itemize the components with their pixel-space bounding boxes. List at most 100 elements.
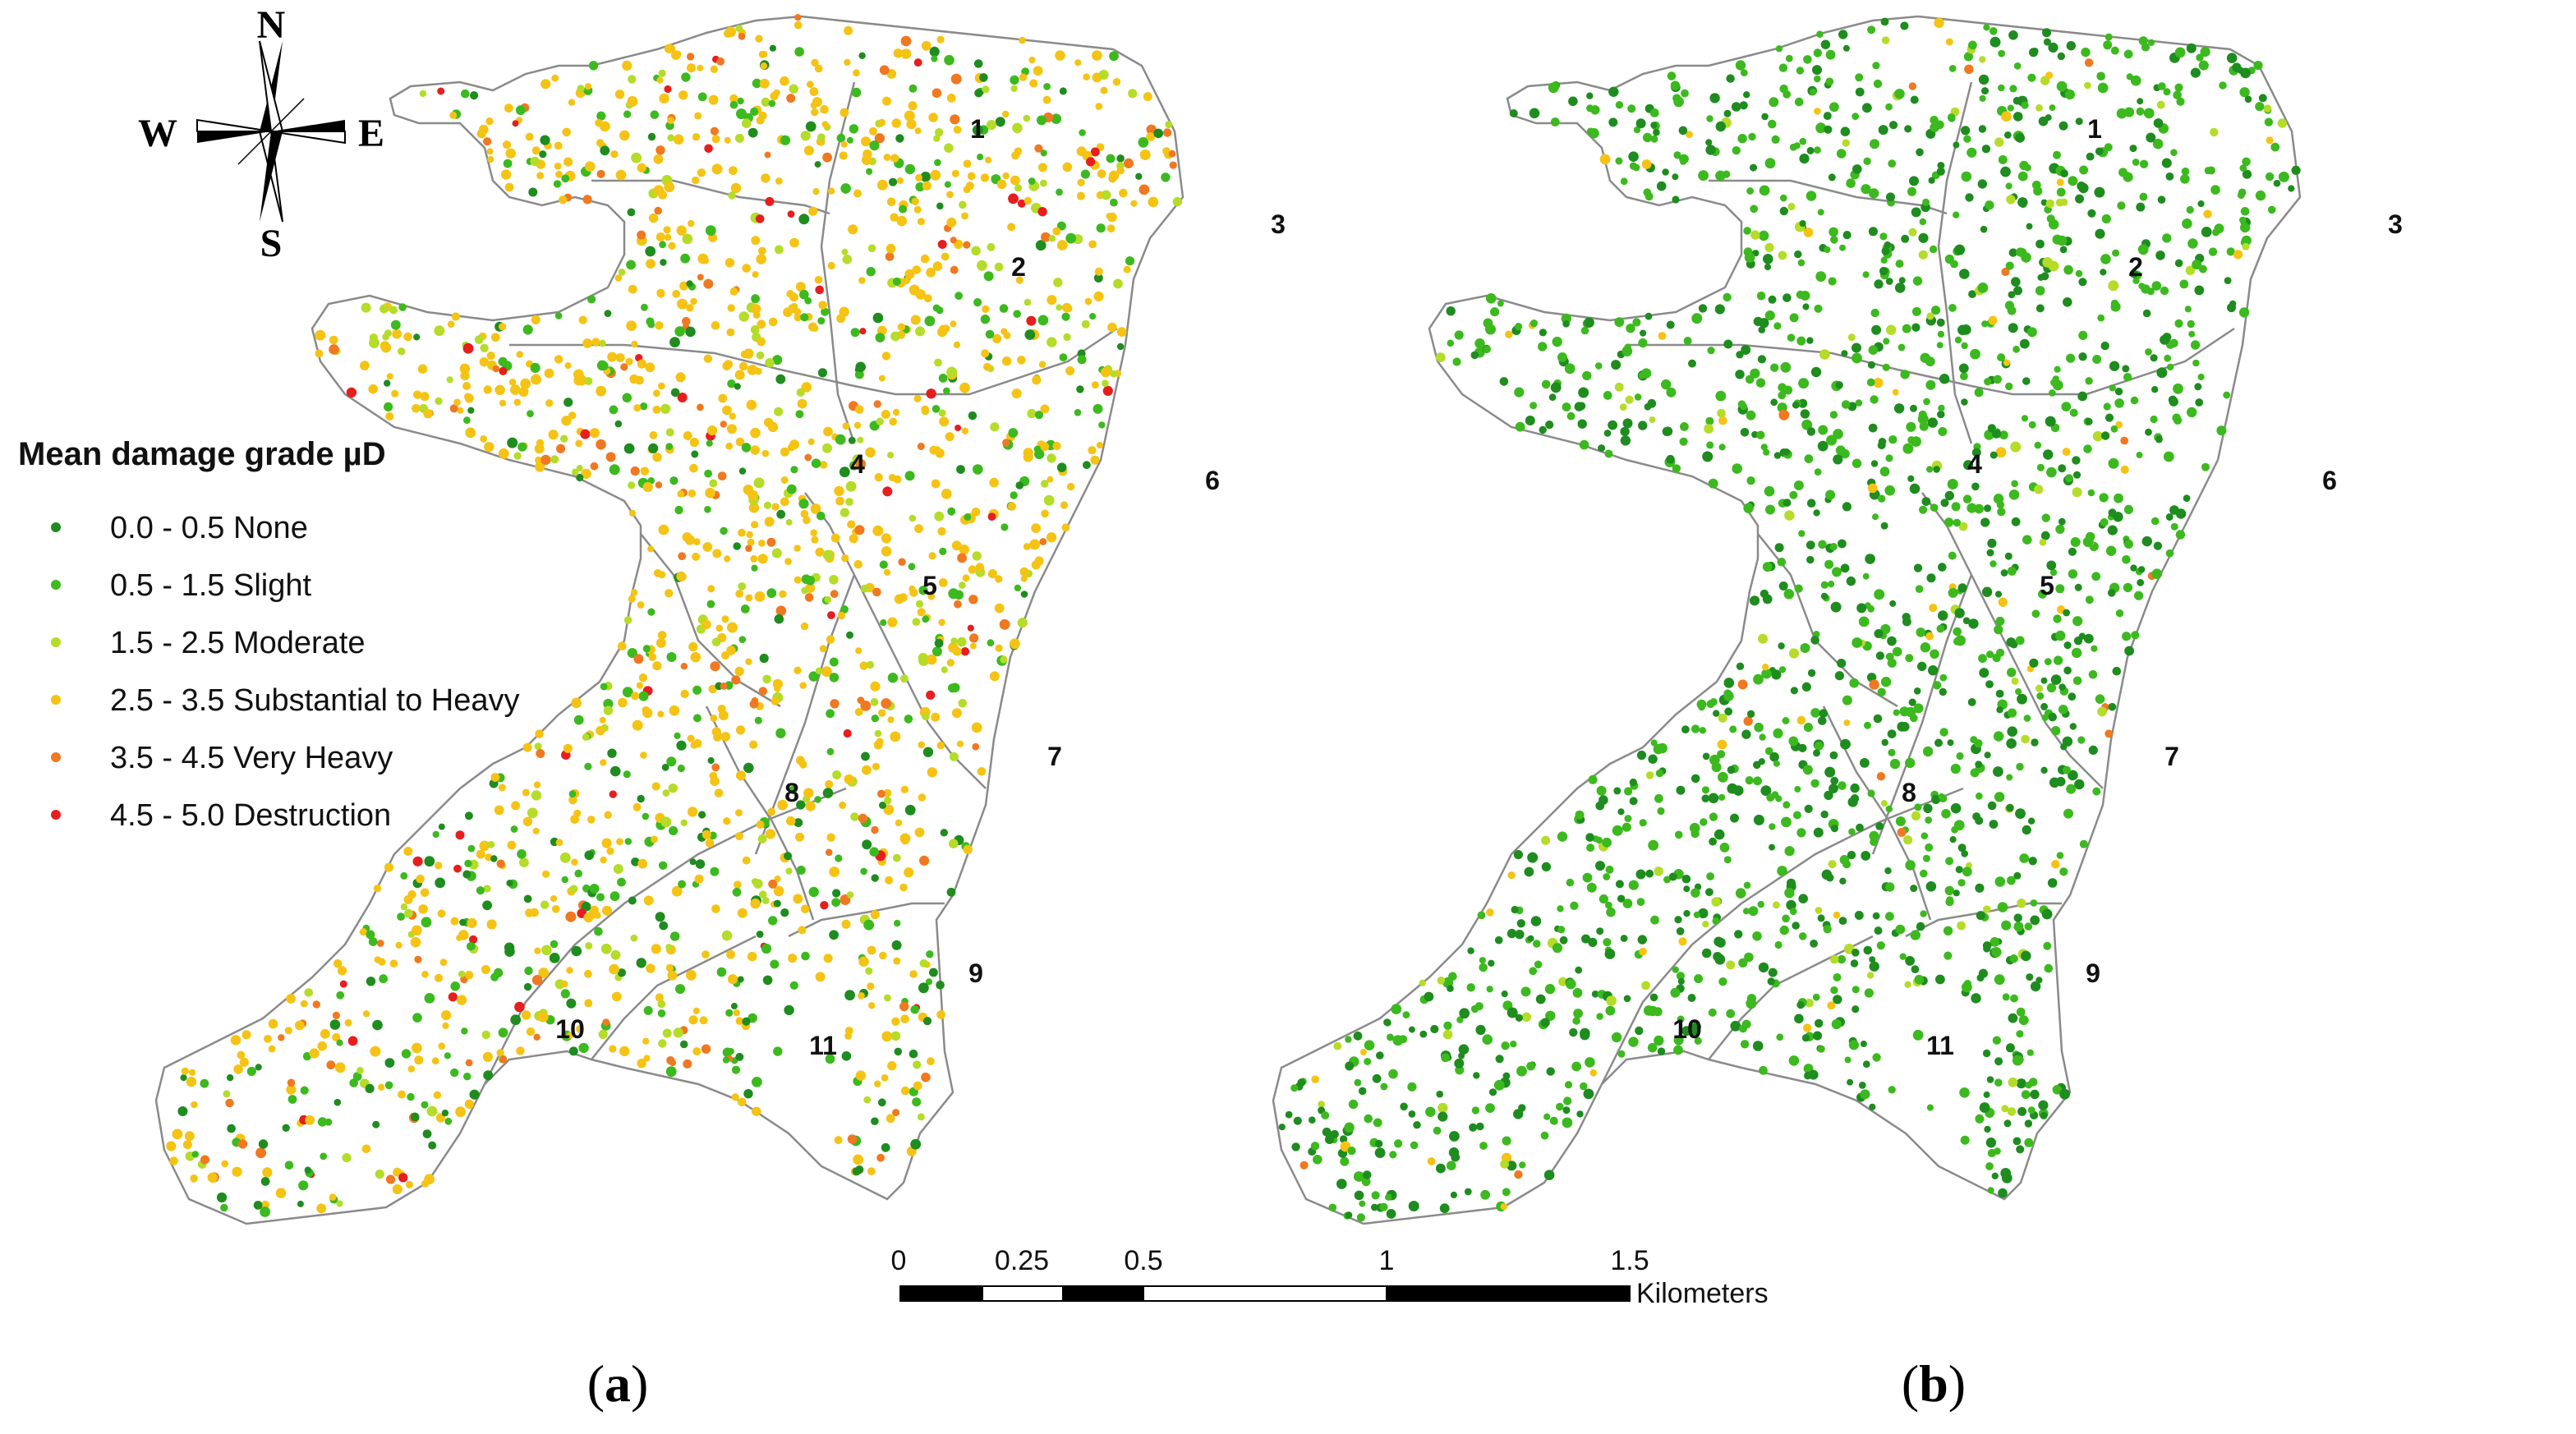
building-point — [2198, 264, 2207, 273]
building-point — [721, 615, 729, 623]
building-point — [1549, 1116, 1558, 1125]
building-point — [805, 576, 816, 586]
building-point — [577, 85, 585, 93]
building-point — [1701, 794, 1710, 802]
building-point — [563, 743, 573, 753]
building-point — [1649, 993, 1658, 1002]
building-point — [1860, 1089, 1870, 1100]
building-point — [680, 663, 688, 670]
building-point — [1931, 306, 1941, 315]
building-point — [1385, 1193, 1392, 1201]
building-point — [459, 363, 471, 375]
building-point — [1919, 505, 1928, 514]
building-point — [1833, 429, 1843, 439]
building-point — [737, 97, 744, 105]
building-point — [751, 304, 761, 315]
building-point — [1614, 382, 1624, 392]
building-point — [181, 1067, 189, 1075]
building-point — [1374, 1139, 1383, 1148]
building-point — [1905, 757, 1916, 769]
building-point — [767, 807, 776, 816]
building-point — [576, 1025, 584, 1033]
building-point — [860, 701, 872, 711]
building-point — [566, 967, 573, 974]
building-point — [1605, 1005, 1616, 1016]
building-point — [1719, 843, 1730, 853]
scale-segment-5 — [1386, 1285, 1631, 1302]
building-point — [829, 866, 840, 877]
building-point — [794, 313, 803, 322]
building-point — [994, 603, 1005, 614]
building-point — [854, 370, 864, 379]
building-point — [1784, 510, 1795, 521]
building-point — [1929, 245, 1938, 254]
building-point — [849, 534, 858, 544]
building-point — [1907, 475, 1915, 482]
building-points — [1278, 17, 2301, 1222]
building-point — [600, 759, 607, 766]
building-point — [2136, 202, 2146, 212]
building-point — [1588, 774, 1598, 784]
building-point — [2036, 463, 2045, 471]
building-point — [726, 949, 735, 959]
building-point — [1379, 1202, 1388, 1211]
building-point — [752, 78, 762, 89]
building-point — [1905, 654, 1914, 663]
building-point — [1291, 1142, 1300, 1151]
district-boundary — [1272, 15, 2302, 1225]
building-point — [565, 911, 577, 922]
building-point — [690, 297, 697, 306]
building-point — [749, 740, 758, 749]
building-point — [1700, 818, 1708, 826]
building-point — [535, 456, 542, 464]
building-point — [632, 719, 643, 731]
building-point — [675, 984, 685, 995]
building-point — [1581, 934, 1590, 944]
building-point — [1353, 1031, 1363, 1041]
building-point — [1666, 387, 1677, 398]
building-point — [1839, 244, 1846, 251]
building-point — [1690, 829, 1700, 839]
building-point — [574, 869, 582, 878]
building-point — [1116, 154, 1125, 163]
building-point — [1037, 315, 1049, 326]
building-point — [525, 132, 534, 141]
building-point — [1850, 794, 1860, 803]
building-point — [2096, 71, 2105, 81]
building-point — [1745, 375, 1755, 384]
building-point — [1852, 637, 1863, 648]
building-point — [397, 912, 405, 921]
building-point — [1706, 872, 1714, 880]
building-point — [2074, 779, 2085, 790]
building-point — [366, 977, 376, 986]
building-point — [1913, 687, 1921, 695]
building-point — [774, 407, 784, 416]
building-point — [1544, 984, 1556, 995]
building-point — [1842, 695, 1852, 706]
building-point — [877, 118, 886, 126]
building-point — [1776, 1033, 1784, 1041]
building-point — [1032, 375, 1042, 385]
building-point — [1746, 410, 1756, 421]
building-point — [2188, 330, 2196, 338]
building-point — [938, 578, 948, 587]
building-point — [706, 425, 718, 436]
legend: Mean damage grade µD 0.0 - 0.5 None 0.5 … — [18, 436, 520, 833]
building-point — [479, 357, 489, 367]
building-point — [2104, 413, 2114, 422]
building-point — [946, 191, 954, 199]
building-point — [742, 264, 751, 273]
building-point — [1024, 196, 1033, 205]
zone-label-10: 10 — [1672, 1014, 1702, 1044]
building-point — [995, 575, 1003, 583]
building-point — [1913, 563, 1923, 572]
building-point — [845, 498, 853, 506]
building-point — [1362, 1170, 1372, 1179]
building-point — [2091, 572, 2101, 581]
building-point — [346, 387, 357, 398]
building-point — [382, 333, 389, 341]
building-point — [1925, 632, 1934, 641]
building-point — [954, 600, 962, 609]
building-point — [2017, 171, 2028, 182]
building-point — [2114, 388, 2123, 396]
